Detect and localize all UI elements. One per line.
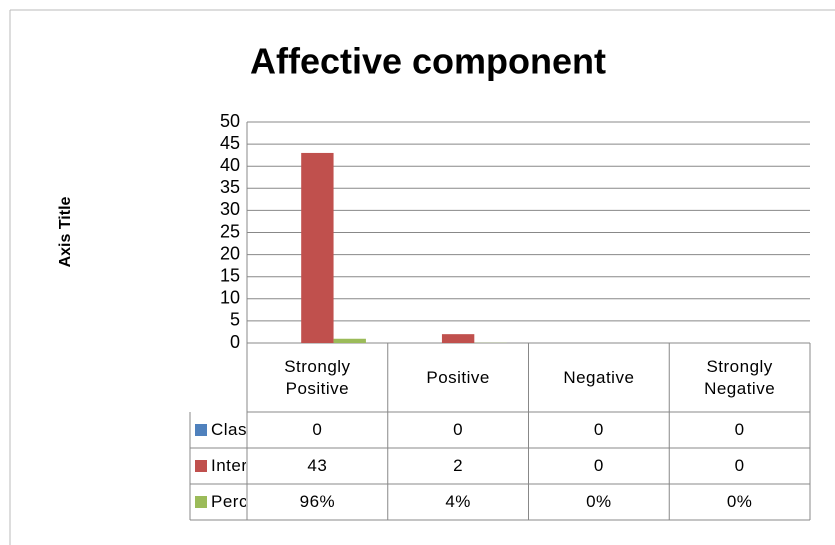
y-tick-label: 20 [220, 243, 240, 263]
table-value: 0% [586, 492, 612, 511]
table-value: 0% [726, 492, 753, 511]
table-value: 0 [593, 456, 604, 475]
category-label: Negative [563, 367, 635, 387]
legend-key [195, 460, 207, 472]
table-value: 2 [453, 456, 464, 475]
table-value: 0 [734, 456, 745, 475]
legend-label: Interpretation [211, 456, 246, 475]
category-label: Strongly Positive [284, 356, 351, 398]
category-label: Strongly Negative [704, 356, 776, 398]
table-value: 0 [312, 420, 323, 439]
y-tick-label: 50 [220, 111, 240, 131]
table-value: 96% [299, 492, 336, 511]
bar [301, 152, 334, 343]
table-value: 0 [734, 420, 745, 439]
legend-key [195, 424, 207, 436]
legend-key [195, 496, 207, 508]
legend-label: Percentage [211, 492, 246, 511]
y-axis-title: Axis Title [57, 196, 74, 267]
category-label: Positive [426, 367, 490, 387]
y-tick-label: 10 [220, 288, 240, 308]
y-tick-label: 40 [220, 155, 240, 175]
table-value: 0 [453, 420, 464, 439]
y-tick-label: 45 [220, 133, 240, 153]
y-tick-label: 0 [230, 332, 240, 352]
y-tick-label: 35 [220, 177, 240, 197]
y-tick-label: 30 [220, 199, 240, 219]
table-value: 4% [445, 492, 471, 511]
bar [333, 338, 366, 343]
chart-title: Affective component [250, 41, 606, 82]
legend-label: Class Ilnterva [211, 420, 246, 439]
table-value: 0 [593, 420, 604, 439]
table-value: 43 [307, 456, 328, 475]
y-tick-label: 15 [220, 265, 240, 285]
bar [441, 334, 475, 343]
y-tick-label: 5 [230, 310, 240, 330]
y-tick-label: 25 [220, 221, 240, 241]
